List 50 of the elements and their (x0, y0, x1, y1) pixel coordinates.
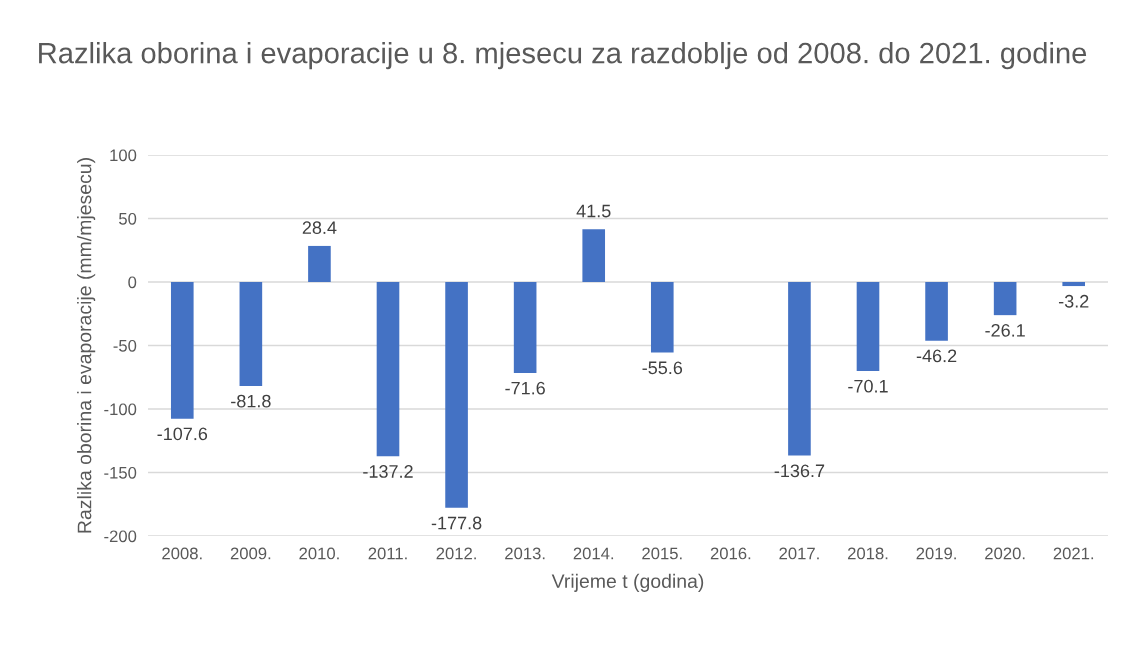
data-label: 28.4 (302, 221, 337, 235)
y-tick-label: 50 (119, 212, 137, 225)
bar (582, 229, 606, 282)
y-tick-label: -50 (113, 339, 137, 352)
data-label: -55.6 (642, 361, 683, 375)
data-label: 41.5 (576, 204, 611, 218)
bar (788, 282, 811, 456)
x-tick-label: 2020. (985, 547, 1025, 560)
x-tick-label: 2018. (847, 547, 888, 560)
bar (445, 282, 468, 508)
data-label: -26.1 (985, 323, 1025, 337)
bar (308, 245, 331, 282)
data-label: -107.6 (157, 427, 208, 441)
x-tick-label: 2021. (1053, 547, 1094, 560)
data-label: -46.2 (916, 349, 957, 363)
x-tick-label: 2009. (230, 547, 271, 560)
bar (239, 282, 263, 386)
bar (925, 282, 948, 341)
bar (513, 282, 537, 373)
y-tick-label: 0 (128, 276, 137, 289)
y-axis-title: Razlika oborina i evaporacije (mm/mjesecu) (77, 158, 96, 533)
bar (993, 282, 1017, 316)
x-tick-label: 2008. (162, 547, 202, 560)
x-tick-label: 2015. (642, 547, 682, 560)
x-axis-title: Vrijeme t (godina) (551, 573, 704, 592)
data-label: -81.8 (231, 394, 271, 408)
x-tick-label: 2010. (299, 547, 339, 560)
y-tick-label: -150 (104, 466, 137, 479)
x-tick-label: 2014. (573, 547, 614, 560)
bar (856, 282, 880, 372)
data-label: -136.7 (774, 464, 825, 478)
y-tick-label: 100 (110, 149, 137, 162)
bar (376, 282, 400, 457)
data-label: -137.2 (363, 465, 413, 478)
bar (1062, 282, 1086, 287)
y-tick-label: -200 (104, 530, 137, 543)
x-tick-label: 2016. (710, 547, 751, 560)
bar (170, 282, 194, 419)
data-label: -71.6 (505, 381, 545, 395)
chart-title: Razlika oborina i evaporacije u 8. mjesecu za razdoblje od 2008. do 2021. godine (39, 41, 1087, 70)
x-tick-label: 2017. (779, 547, 819, 560)
y-tick-label: -100 (104, 403, 137, 416)
x-tick-label: 2012. (436, 547, 476, 560)
x-tick-label: 2019. (916, 547, 956, 560)
data-label: -3.2 (1058, 294, 1089, 308)
x-tick-label: 2013. (505, 547, 545, 560)
data-label: -177.8 (431, 516, 482, 530)
bar (650, 282, 674, 353)
data-label: -70.1 (848, 379, 888, 393)
x-tick-label: 2011. (368, 547, 407, 560)
